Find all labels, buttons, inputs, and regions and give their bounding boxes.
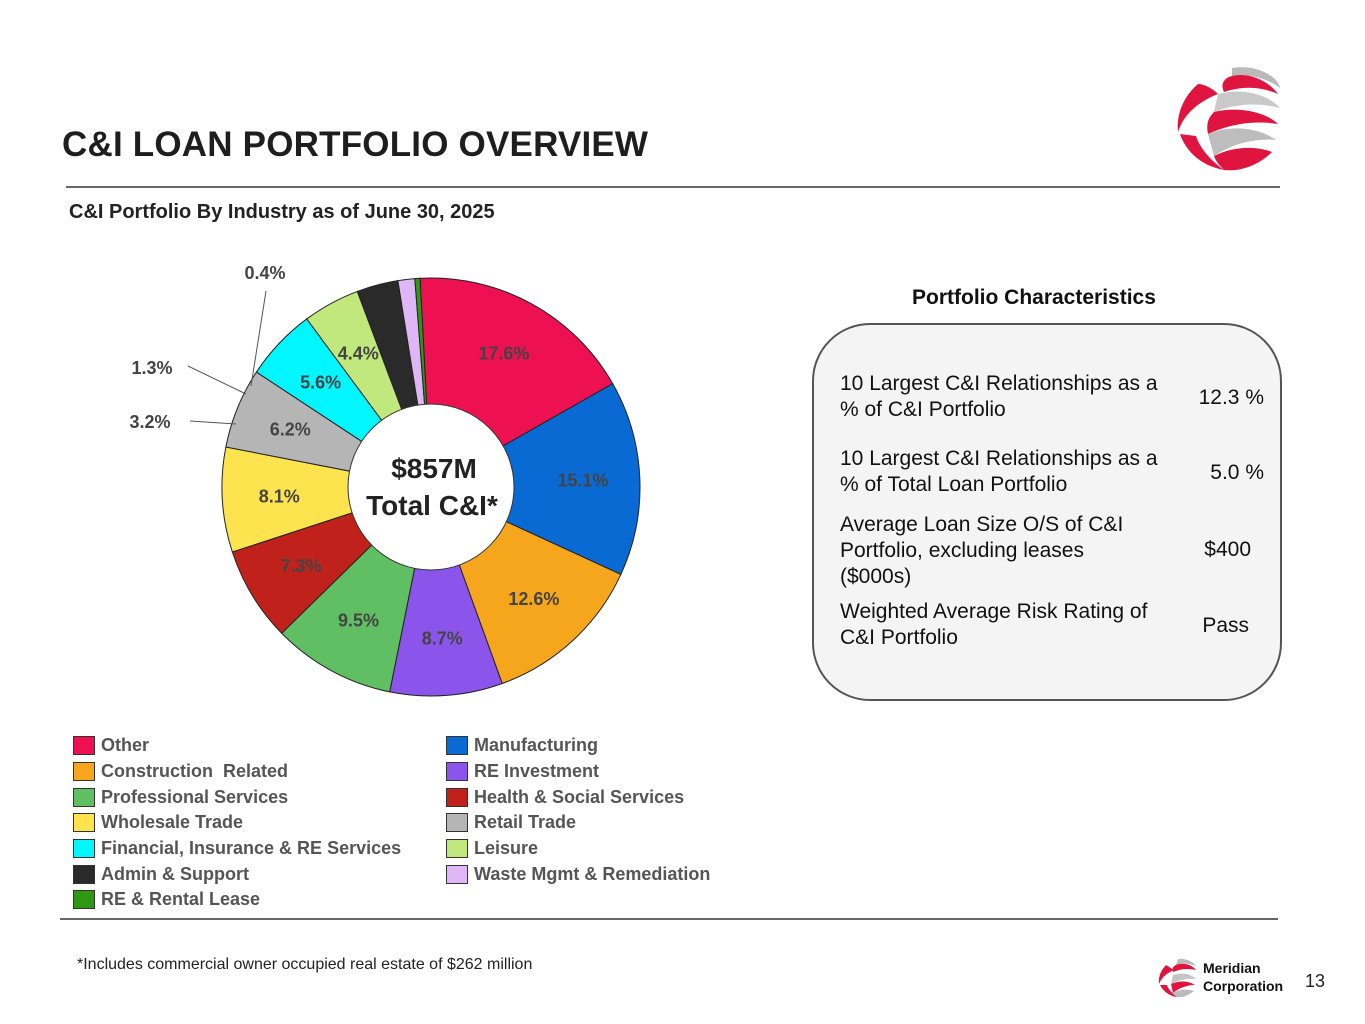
portfolio-row-value: $400 (1204, 538, 1251, 561)
legend-swatch (73, 813, 95, 832)
footer-brand-line2: Corporation (1203, 978, 1284, 994)
legend-label: Manufacturing (474, 735, 598, 755)
legend-swatch (73, 865, 95, 884)
slice-data-label: 15.1% (557, 471, 608, 491)
slice-data-label: 8.7% (422, 629, 463, 649)
portfolio-row-label: 10 Largest C&I Relationships as a % of T… (840, 447, 1158, 496)
portfolio-row-label: Average Loan Size O/S of C&I Portfolio, … (840, 513, 1124, 588)
legend-label: Financial, Insurance & RE Services (101, 838, 402, 858)
legend-label: Waste Mgmt & Remediation (474, 864, 711, 884)
meridian-small-logo-icon (1158, 958, 1196, 998)
slice-data-label: 3.2% (129, 412, 170, 432)
portfolio-row-label: 10 Largest C&I Relationships as a % of C… (840, 372, 1158, 421)
slice-data-label: 6.2% (270, 420, 311, 440)
legend-label: Leisure (474, 838, 539, 858)
slice-data-label: 0.4% (244, 263, 285, 283)
legend-swatch (446, 762, 468, 781)
header-rule (66, 186, 1280, 188)
center-label-amount: $857M (391, 453, 477, 484)
legend-label: Health & Social Services (474, 787, 685, 807)
legend-swatch (73, 736, 95, 755)
label-leader-line (187, 365, 247, 395)
legend-label: Professional Services (101, 787, 289, 807)
slice-data-label: 7.3% (281, 556, 322, 576)
page-title: C&I LOAN PORTFOLIO OVERVIEW (62, 125, 649, 164)
portfolio-characteristics-title: Portfolio Characteristics (912, 286, 1156, 309)
legend-swatch (446, 839, 468, 858)
legend-swatch (446, 788, 468, 807)
slice-data-label: 4.4% (338, 344, 379, 364)
portfolio-row-value: 12.3 % (1198, 386, 1264, 409)
legend-label: Construction Related (101, 761, 289, 781)
legend-swatch (446, 813, 468, 832)
legend-label: Other (101, 735, 150, 755)
industry-donut-chart: 17.6% 15.1% 12.6% 8.7% 9.5% 7.3% 8.1% 6.2% 5.6% 4… (129, 263, 641, 697)
page-number: 13 (1305, 971, 1326, 991)
slice-data-label: 9.5% (338, 611, 379, 631)
portfolio-row-value: Pass (1202, 614, 1249, 637)
legend-swatch (73, 788, 95, 807)
pie-slice-re-investment (389, 485, 503, 697)
legend-swatch (446, 865, 468, 884)
legend-swatch (73, 890, 95, 909)
label-leader-line (189, 420, 237, 425)
slice-data-label: 8.1% (259, 486, 300, 506)
portfolio-row-value: 5.0 % (1210, 461, 1264, 484)
slice-data-label: 1.3% (131, 358, 172, 378)
label-leader-line (250, 290, 267, 387)
legend-label: Wholesale Trade (101, 812, 244, 832)
donut-hole (347, 403, 515, 571)
chart-subtitle: C&I Portfolio By Industry as of June 30,… (69, 201, 495, 223)
legend-swatch (73, 762, 95, 781)
center-label-total: Total C&I* (366, 490, 498, 521)
footer-brand-line1: Meridian (1203, 960, 1261, 976)
legend-swatch (446, 736, 468, 755)
slice-data-label: 12.6% (508, 589, 559, 609)
portfolio-characteristics-box (812, 323, 1282, 701)
meridian-logo-icon (1177, 67, 1280, 171)
footer-brand: Meridian Corporation (1203, 959, 1283, 995)
footnote: *Includes commercial owner occupied real… (77, 956, 533, 973)
legend-swatch (73, 839, 95, 858)
pie-slice-manufacturing (429, 382, 641, 576)
footer-rule (60, 918, 1278, 920)
slice-data-label: 17.6% (478, 344, 529, 364)
pie-slice-wholesale-trade (221, 446, 433, 553)
slice-data-label: 5.6% (300, 373, 341, 393)
legend-label: RE & Rental Lease (101, 889, 261, 909)
legend-label: Retail Trade (474, 812, 577, 832)
portfolio-row-label: Weighted Average Risk Rating of C&I Port… (840, 600, 1148, 649)
legend-label: RE Investment (474, 761, 600, 781)
legend-label: Admin & Support (101, 864, 249, 884)
